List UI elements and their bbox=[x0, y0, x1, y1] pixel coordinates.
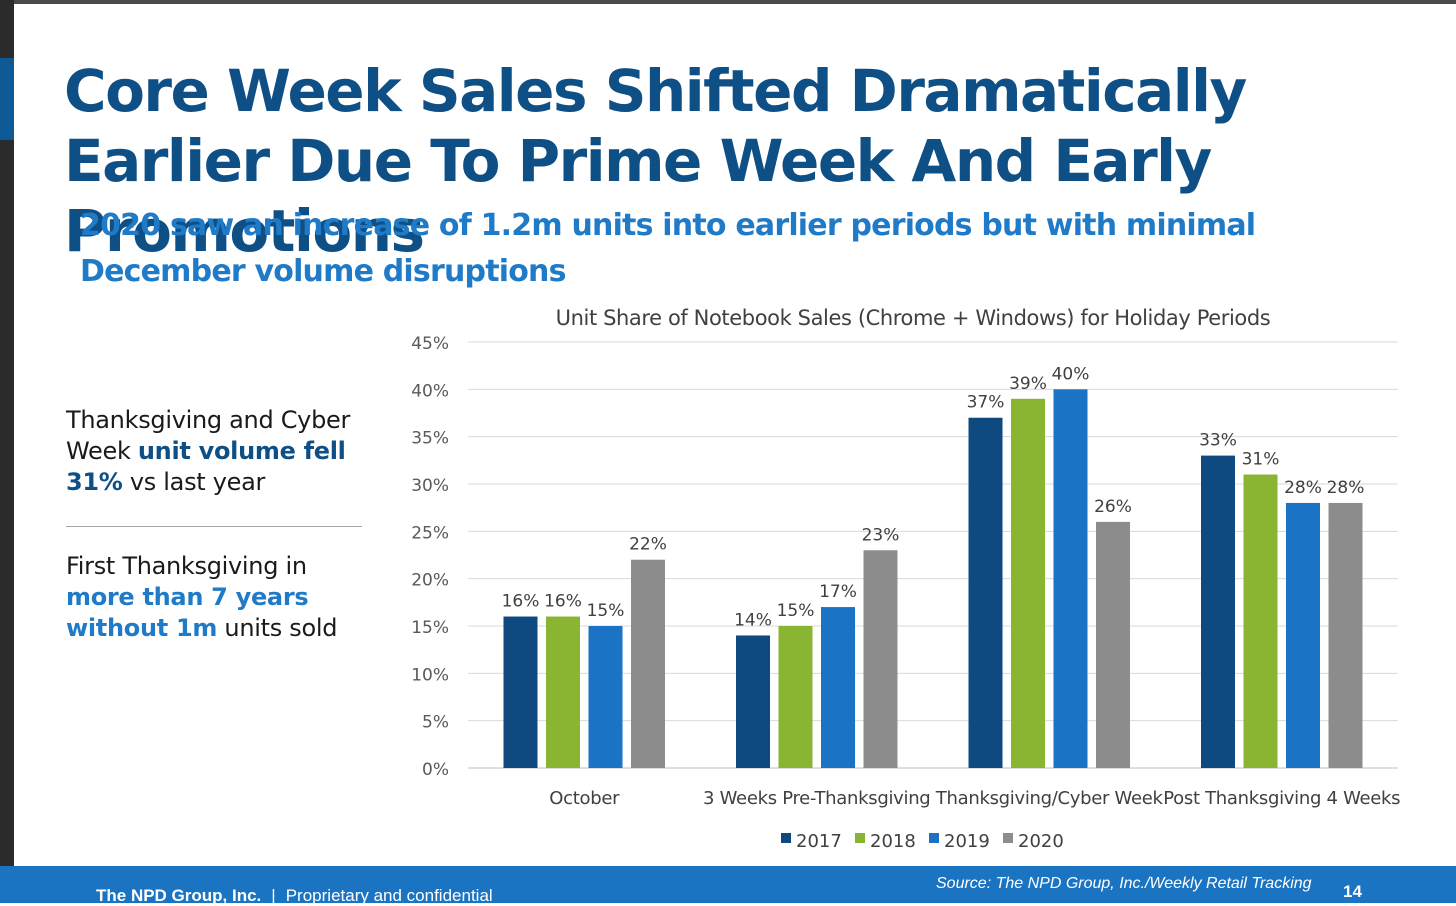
legend-swatch-2018 bbox=[855, 833, 865, 843]
data-label: 40% bbox=[1052, 364, 1090, 384]
bar-2019-2 bbox=[1053, 389, 1088, 768]
data-label: 17% bbox=[819, 582, 857, 602]
bar-2019-1 bbox=[821, 607, 855, 768]
y-tick-label: 30% bbox=[411, 476, 449, 496]
bar-2020-0 bbox=[631, 559, 665, 768]
window-left-edge bbox=[0, 0, 14, 903]
y-tick-label: 40% bbox=[411, 381, 449, 401]
x-category-label: Post Thanksgiving 4 Weeks bbox=[1163, 788, 1400, 809]
data-label: 23% bbox=[862, 525, 900, 545]
footer-separator: | bbox=[271, 886, 276, 905]
callout-highlight: more than 7 years without 1m bbox=[66, 583, 309, 642]
x-category-label: October bbox=[549, 788, 620, 809]
y-tick-label: 0% bbox=[422, 760, 449, 780]
bar-2018-3 bbox=[1243, 474, 1278, 768]
footer-company: The NPD Group, Inc. | Proprietary and conf… bbox=[96, 886, 493, 906]
x-category-label: 3 Weeks Pre-Thanksgiving bbox=[703, 788, 930, 809]
legend-label: 2020 bbox=[1018, 831, 1064, 852]
page-number: 14 bbox=[1343, 882, 1362, 901]
legend-swatch-2020 bbox=[1003, 833, 1013, 843]
bar-chart: Unit Share of Notebook Sales (Chrome + W… bbox=[411, 306, 1400, 852]
callout-thanksgiving-volume: Thanksgiving and Cyber Week unit volume … bbox=[66, 405, 366, 498]
data-label: 15% bbox=[777, 601, 815, 621]
y-tick-label: 20% bbox=[411, 571, 449, 591]
callout-text: units sold bbox=[217, 614, 338, 642]
bar-2018-2 bbox=[1011, 398, 1045, 768]
y-tick-label: 45% bbox=[411, 334, 449, 354]
y-tick-label: 5% bbox=[422, 713, 449, 733]
callout-divider bbox=[66, 526, 362, 527]
company-name: The NPD Group, Inc. bbox=[96, 886, 262, 905]
x-category-label: Thanksgiving/Cyber Week bbox=[935, 788, 1164, 809]
bar-2017-0 bbox=[503, 616, 538, 768]
data-label: 14% bbox=[734, 610, 772, 630]
window-top-edge bbox=[0, 0, 1456, 4]
legend-swatch-2019 bbox=[929, 833, 939, 843]
data-label: 28% bbox=[1327, 478, 1365, 498]
slide-subtitle: 2020 saw an increase of 1.2m units into … bbox=[80, 208, 1256, 289]
bar-2017-3 bbox=[1201, 455, 1235, 768]
confidential-text: Proprietary and confidential bbox=[285, 886, 493, 905]
data-label: 31% bbox=[1242, 450, 1280, 470]
data-label: 39% bbox=[1009, 374, 1047, 394]
data-label: 28% bbox=[1284, 478, 1322, 498]
data-label: 22% bbox=[629, 535, 667, 555]
bar-2020-1 bbox=[863, 550, 898, 768]
bar-2017-2 bbox=[968, 417, 1003, 768]
data-label: 26% bbox=[1094, 497, 1132, 517]
callout-text: First Thanksgiving in bbox=[66, 552, 307, 580]
data-label: 37% bbox=[967, 393, 1005, 413]
legend-label: 2019 bbox=[944, 831, 990, 852]
data-label: 16% bbox=[544, 592, 582, 612]
y-tick-label: 25% bbox=[411, 523, 449, 543]
bar-2017-1 bbox=[736, 635, 770, 768]
bar-2020-3 bbox=[1328, 502, 1363, 768]
bar-2020-2 bbox=[1096, 521, 1130, 768]
chart-title: Unit Share of Notebook Sales (Chrome + W… bbox=[556, 306, 1271, 330]
callout-highlight: unit volume fell 31% bbox=[66, 437, 346, 496]
legend-label: 2017 bbox=[796, 831, 842, 852]
slide-title: Core Week Sales Shifted Dramatically Ear… bbox=[64, 57, 1247, 265]
source-note: Source: The NPD Group, Inc./Weekly Retai… bbox=[936, 875, 1312, 892]
y-tick-label: 35% bbox=[411, 429, 449, 449]
y-tick-label: 15% bbox=[411, 618, 449, 638]
bar-2018-1 bbox=[778, 626, 813, 768]
data-label: 33% bbox=[1199, 431, 1237, 451]
legend-swatch-2017 bbox=[781, 833, 791, 843]
title-accent-bar bbox=[0, 58, 14, 140]
bar-2019-3 bbox=[1286, 502, 1320, 768]
callout-first-thanksgiving: First Thanksgiving in more than 7 years … bbox=[66, 551, 366, 644]
data-label: 16% bbox=[502, 592, 540, 612]
data-label: 15% bbox=[587, 601, 625, 621]
footer-bar bbox=[0, 866, 1456, 903]
callout-text: Thanksgiving and Cyber Week bbox=[66, 406, 351, 465]
callout-text: vs last year bbox=[122, 468, 266, 496]
bar-2018-0 bbox=[546, 616, 580, 768]
y-tick-label: 10% bbox=[411, 665, 449, 685]
bar-2019-0 bbox=[588, 626, 623, 768]
legend-label: 2018 bbox=[870, 831, 916, 852]
